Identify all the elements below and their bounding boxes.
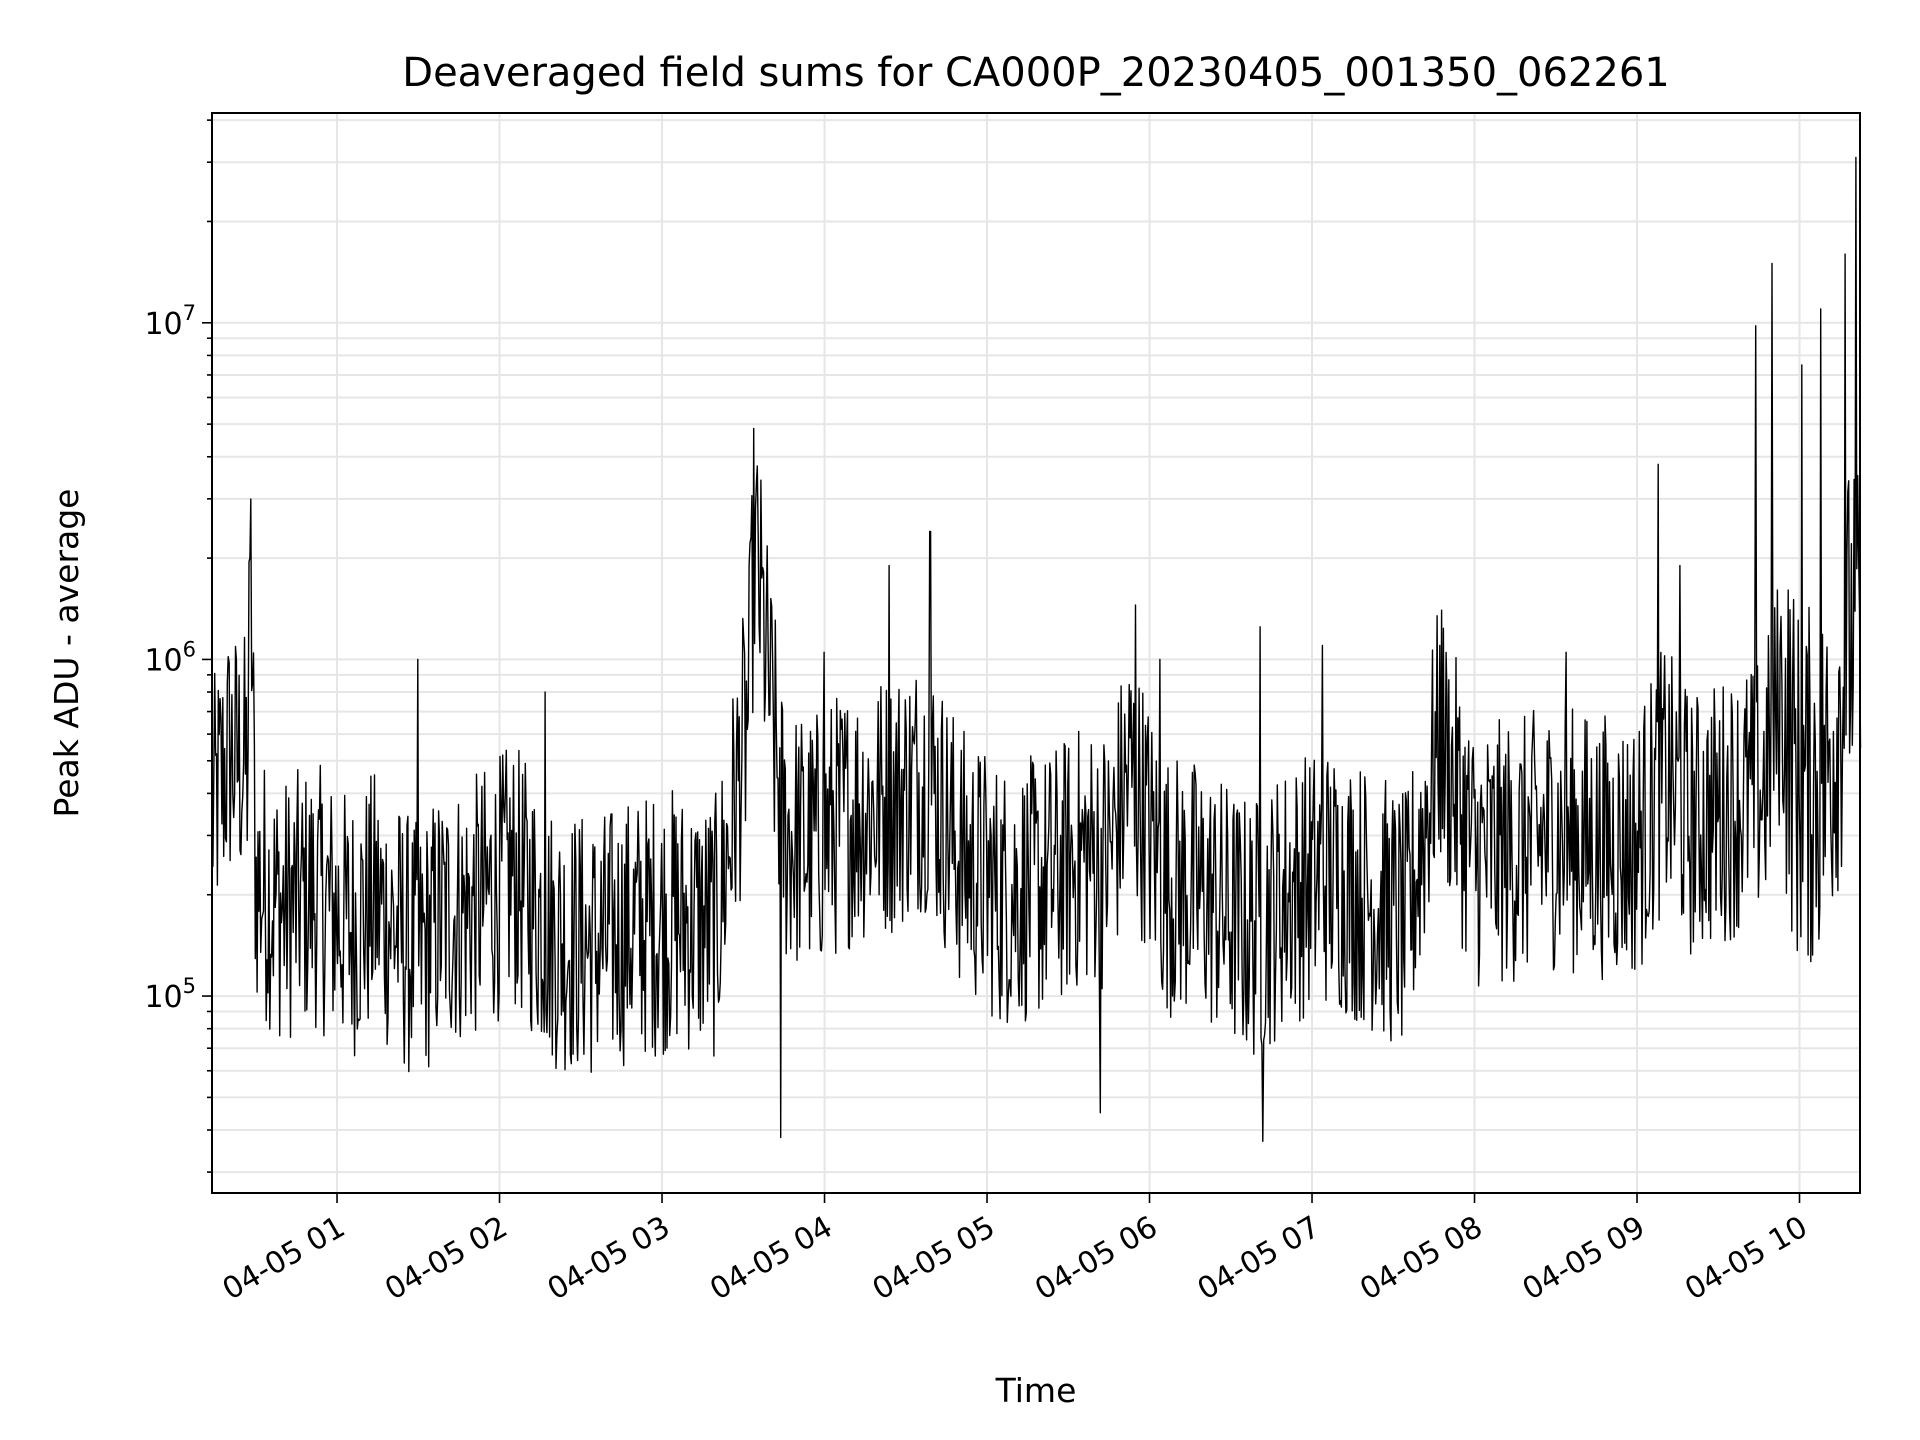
y-tick-label: 105 — [144, 974, 196, 1015]
y-tick-label: 107 — [144, 301, 196, 342]
y-axis-label: Peak ADU - average — [47, 489, 86, 818]
series-line — [211, 156, 1862, 1143]
x-axis-label: Time — [995, 1371, 1077, 1410]
y-tick-label: 106 — [144, 637, 196, 678]
axes-frame — [211, 112, 1861, 1194]
plot-area — [211, 156, 1862, 1143]
chart-title: Deaveraged field sums for CA000P_2023040… — [402, 50, 1669, 96]
